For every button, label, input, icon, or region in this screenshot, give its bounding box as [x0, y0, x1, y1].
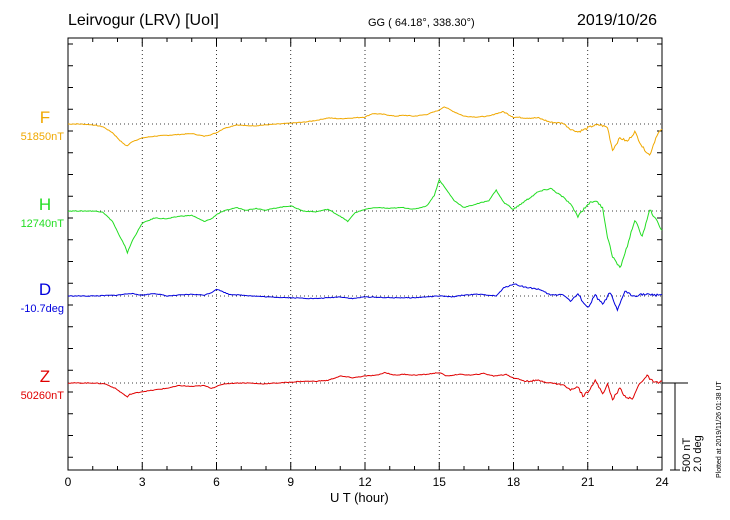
- x-tick-label: 6: [213, 475, 220, 489]
- plotted-timestamp: Plotted at 2019/11/26 01:38 UT: [716, 381, 723, 478]
- series-line-f: [68, 106, 663, 156]
- x-tick-label: 24: [655, 475, 669, 489]
- x-tick-label: 3: [138, 475, 146, 489]
- baseline-value-z: 50260nT: [20, 390, 64, 402]
- series-line-h: [67, 178, 663, 269]
- x-tick-label: 0: [64, 475, 72, 489]
- component-label-d: D: [38, 280, 52, 299]
- date-label: 2019/10/26: [577, 12, 658, 29]
- scale-bar: [662, 382, 688, 471]
- coordinates-label: GG ( 64.18°, 338.30°): [368, 17, 475, 29]
- x-tick-label: 15: [432, 475, 446, 489]
- x-tick-label: 9: [287, 475, 295, 489]
- series-group: [67, 106, 663, 401]
- baseline-value-h: 12740nT: [20, 218, 64, 230]
- scale-deg-label: 2.0 deg: [692, 435, 704, 472]
- grid: [68, 38, 662, 470]
- series-line-d: [67, 283, 663, 312]
- baseline-value-f: 51850nT: [20, 131, 64, 143]
- component-label-z: Z: [39, 367, 51, 386]
- x-axis-label: U T (hour): [330, 490, 389, 505]
- station-title: Leirvogur (LRV) [UoI]: [68, 12, 219, 29]
- scale-label: 500 nT 2.0 deg: [681, 435, 704, 472]
- baseline-value-d: -10.7deg: [20, 303, 64, 315]
- x-tick-label: 21: [581, 475, 595, 489]
- component-label-h: H: [38, 195, 52, 214]
- axis-ticks: [67, 38, 663, 470]
- x-tick-label: 18: [506, 475, 521, 489]
- component-label-f: F: [39, 108, 51, 127]
- x-tick-label: 12: [358, 475, 372, 489]
- series-line-z: [67, 371, 663, 401]
